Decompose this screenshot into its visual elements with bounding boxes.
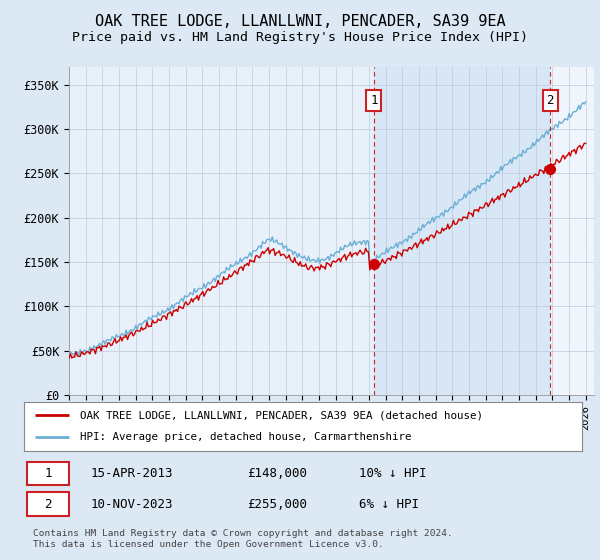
Text: Contains HM Land Registry data © Crown copyright and database right 2024.
This d: Contains HM Land Registry data © Crown c… bbox=[33, 529, 453, 549]
Text: 2: 2 bbox=[44, 497, 52, 511]
Text: 1: 1 bbox=[370, 94, 377, 107]
Text: 1: 1 bbox=[44, 466, 52, 480]
Text: £148,000: £148,000 bbox=[247, 466, 307, 480]
Text: Price paid vs. HM Land Registry's House Price Index (HPI): Price paid vs. HM Land Registry's House … bbox=[72, 31, 528, 44]
Text: OAK TREE LODGE, LLANLLWNI, PENCADER, SA39 9EA (detached house): OAK TREE LODGE, LLANLLWNI, PENCADER, SA3… bbox=[80, 410, 483, 421]
Text: 10-NOV-2023: 10-NOV-2023 bbox=[91, 497, 173, 511]
Text: OAK TREE LODGE, LLANLLWNI, PENCADER, SA39 9EA: OAK TREE LODGE, LLANLLWNI, PENCADER, SA3… bbox=[95, 14, 505, 29]
Text: £255,000: £255,000 bbox=[247, 497, 307, 511]
Text: 6% ↓ HPI: 6% ↓ HPI bbox=[359, 497, 419, 511]
Text: 10% ↓ HPI: 10% ↓ HPI bbox=[359, 466, 426, 480]
Bar bbox=[550, 67, 594, 395]
FancyBboxPatch shape bbox=[27, 461, 68, 485]
Bar bbox=[374, 67, 550, 395]
FancyBboxPatch shape bbox=[27, 492, 68, 516]
Text: 15-APR-2013: 15-APR-2013 bbox=[91, 466, 173, 480]
Text: 2: 2 bbox=[547, 94, 554, 107]
Text: HPI: Average price, detached house, Carmarthenshire: HPI: Average price, detached house, Carm… bbox=[80, 432, 412, 442]
